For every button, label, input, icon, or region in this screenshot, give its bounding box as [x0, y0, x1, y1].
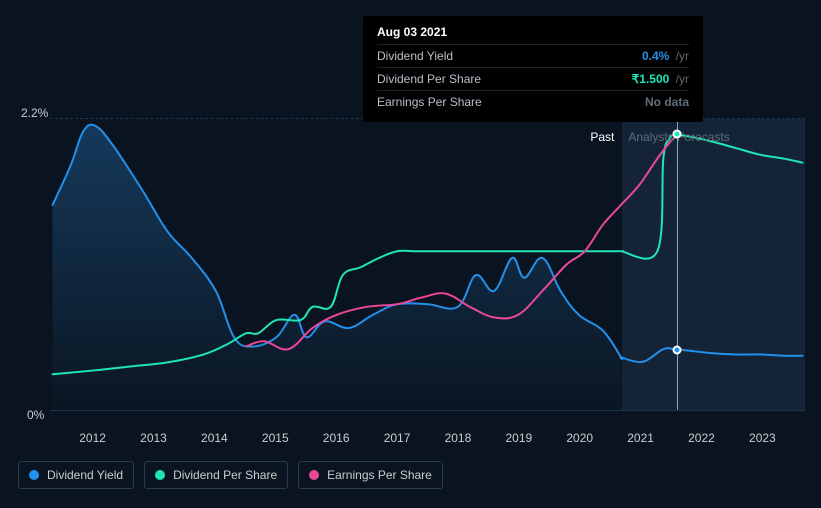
y-axis-bottom-label: 0% [27, 408, 44, 422]
x-tick: 2022 [688, 431, 715, 445]
tooltip-row: Dividend Yield0.4% /yr [377, 44, 689, 67]
x-tick: 2018 [445, 431, 472, 445]
legend-label: Dividend Per Share [173, 468, 277, 482]
legend-swatch [29, 470, 39, 480]
x-tick: 2021 [627, 431, 654, 445]
y-axis-top-label: 2.2% [21, 106, 48, 120]
chart-legend: Dividend Yield Dividend Per Share Earnings… [18, 461, 443, 489]
x-tick: 2019 [505, 431, 532, 445]
x-tick: 2013 [140, 431, 167, 445]
x-tick: 2014 [201, 431, 228, 445]
chart-plot-area[interactable] [50, 118, 805, 411]
legend-label: Dividend Yield [47, 468, 123, 482]
x-axis: 2012201320142015201620172018201920202021… [50, 411, 805, 441]
legend-label: Earnings Per Share [327, 468, 432, 482]
tooltip-row: Earnings Per ShareNo data [377, 90, 689, 113]
chart-svg [50, 119, 805, 410]
legend-item[interactable]: Earnings Per Share [298, 461, 443, 489]
legend-item[interactable]: Dividend Yield [18, 461, 134, 489]
x-tick: 2020 [566, 431, 593, 445]
x-tick: 2016 [323, 431, 350, 445]
past-label: Past [590, 130, 614, 144]
x-tick: 2023 [749, 431, 776, 445]
x-tick: 2015 [262, 431, 289, 445]
legend-swatch [155, 470, 165, 480]
chart-tooltip: Aug 03 2021 Dividend Yield0.4% /yrDivide… [363, 16, 703, 122]
x-tick: 2017 [384, 431, 411, 445]
x-tick: 2012 [79, 431, 106, 445]
tooltip-row: Dividend Per Share₹1.500 /yr [377, 67, 689, 90]
series-marker [672, 129, 681, 138]
tooltip-date: Aug 03 2021 [377, 25, 689, 39]
legend-item[interactable]: Dividend Per Share [144, 461, 288, 489]
series-marker [672, 345, 681, 354]
legend-swatch [309, 470, 319, 480]
